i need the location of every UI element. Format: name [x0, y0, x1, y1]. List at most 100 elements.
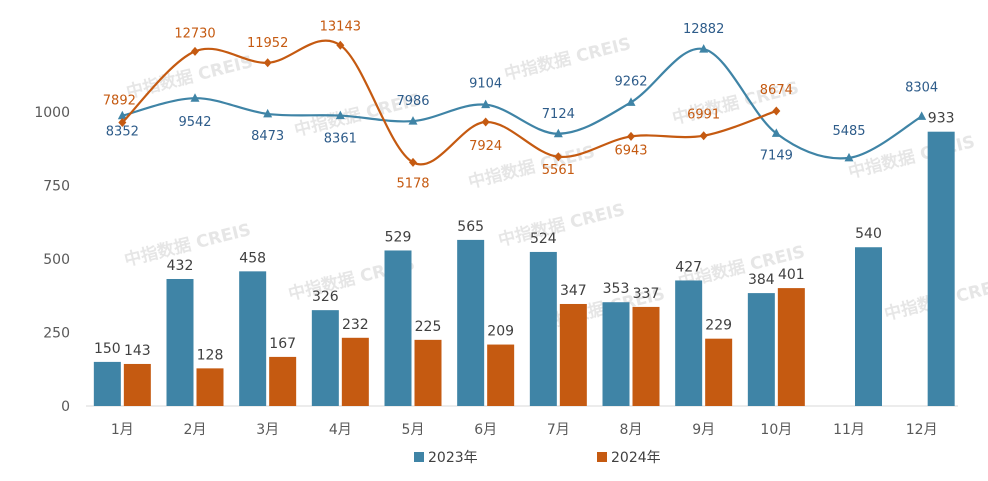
bar-value-label: 143: [124, 343, 151, 359]
line-point-marker: [263, 108, 273, 118]
line-value-label: 7924: [469, 139, 502, 154]
x-tick-label: 12月: [906, 422, 938, 438]
y-tick-label: 750: [43, 179, 70, 195]
line-point-marker: [771, 128, 781, 137]
bar-value-label: 347: [560, 283, 587, 299]
legend-swatch: [414, 452, 424, 462]
line-value-label: 9104: [469, 77, 502, 92]
bar-value-label: 432: [167, 258, 194, 274]
line-point-marker: [335, 110, 345, 120]
bar-value-label: 225: [415, 319, 442, 335]
bar-value-label: 933: [928, 111, 955, 127]
y-tick-label: 500: [43, 252, 70, 268]
line-value-label: 12882: [683, 22, 724, 37]
bar: [196, 368, 224, 406]
legend: 2023年 2024年: [414, 450, 661, 466]
line-value-label: 5561: [542, 163, 575, 178]
bar-value-label: 427: [675, 259, 702, 275]
bar-value-label: 232: [342, 317, 369, 333]
bar-value-label: 326: [312, 289, 339, 305]
line-value-label: 13143: [320, 19, 361, 34]
x-tick-label: 10月: [760, 422, 792, 438]
bar-value-label: 353: [603, 281, 630, 297]
line-point-marker: [191, 46, 199, 56]
line-value-label: 5485: [832, 124, 865, 139]
x-tick-label: 8月: [620, 422, 643, 438]
bar: [559, 303, 587, 406]
bar-value-label: 458: [239, 250, 266, 266]
x-tick-label: 5月: [402, 422, 425, 438]
line-point-marker: [626, 97, 636, 106]
x-tick-label: 6月: [474, 422, 497, 438]
line-point-marker: [117, 110, 127, 120]
bar-value-label: 565: [457, 219, 484, 235]
x-tick-label: 2月: [184, 422, 207, 438]
bar-value-label: 150: [94, 341, 121, 357]
bar: [457, 239, 485, 406]
line-point-marker: [554, 152, 563, 162]
watermark-text: 中指数据 CREIS: [124, 51, 255, 103]
bar-value-label: 167: [269, 336, 296, 352]
line-value-label: 9542: [178, 115, 211, 130]
bar: [632, 306, 660, 406]
bar: [414, 339, 442, 406]
line-point-marker: [408, 116, 418, 125]
bar: [705, 338, 733, 406]
bar: [675, 280, 703, 406]
y-axis: 0 250 500 750 1000: [34, 105, 70, 415]
bar-value-label: 401: [778, 267, 805, 283]
watermark-text: 中指数据 CREIS: [502, 33, 633, 85]
legend-label: 2024年: [611, 450, 661, 466]
line-point-marker: [409, 157, 417, 167]
bar: [855, 247, 882, 406]
line-value-label: 6943: [614, 143, 647, 158]
line-value-label: 5178: [396, 176, 429, 191]
y-tick-label: 1000: [34, 105, 70, 121]
bar: [269, 356, 297, 406]
bar: [927, 131, 955, 406]
bar-value-label: 128: [197, 347, 224, 363]
x-tick-label: 11月: [833, 422, 865, 438]
line-point-marker: [699, 44, 709, 53]
x-axis: 1月 2月 3月 4月 5月 6月 7月 8月 9月 10月 11月 12月: [111, 422, 938, 438]
line-value-label: 8352: [106, 125, 139, 140]
line-value-label: 12730: [174, 26, 215, 41]
line-value-label: 11952: [247, 36, 288, 51]
bar-value-label: 229: [705, 318, 732, 334]
line-point-marker: [481, 117, 490, 127]
bar-value-label: 209: [487, 324, 514, 340]
bar: [487, 344, 515, 406]
line-point-marker: [772, 106, 781, 116]
line-point-marker: [627, 131, 635, 141]
watermark-text: 中指数据 CREIS: [496, 199, 627, 251]
x-tick-label: 3月: [256, 422, 279, 438]
line-value-label: 8473: [251, 129, 284, 144]
line-value-label: 7986: [396, 94, 429, 109]
line-value-label: 8361: [324, 132, 357, 147]
bar: [602, 302, 630, 406]
bar: [341, 337, 369, 406]
bar: [239, 271, 267, 406]
legend-swatch: [597, 452, 607, 462]
line-point-marker: [481, 99, 491, 109]
line-point-marker: [699, 131, 708, 141]
watermark-text: 中指数据 CREIS: [846, 131, 977, 183]
bar: [529, 251, 557, 406]
bar: [166, 278, 194, 406]
lines: 8352 9542 8473 8361 7986 9104 7124 9262 12882 714…: [103, 19, 938, 191]
bar-value-label: 384: [748, 272, 775, 288]
line-value-label: 8674: [760, 83, 793, 98]
x-tick-label: 7月: [547, 422, 570, 438]
bar: [311, 310, 339, 406]
line-value-label: 9262: [614, 74, 647, 89]
bar-value-label: 337: [633, 286, 660, 302]
line-point-marker: [553, 128, 563, 138]
line-point-marker: [336, 40, 345, 50]
bar-value-label: 529: [385, 229, 412, 245]
x-tick-label: 4月: [329, 422, 352, 438]
line-point-marker: [263, 58, 272, 68]
bar: [747, 293, 775, 406]
y-tick-label: 0: [61, 399, 70, 415]
